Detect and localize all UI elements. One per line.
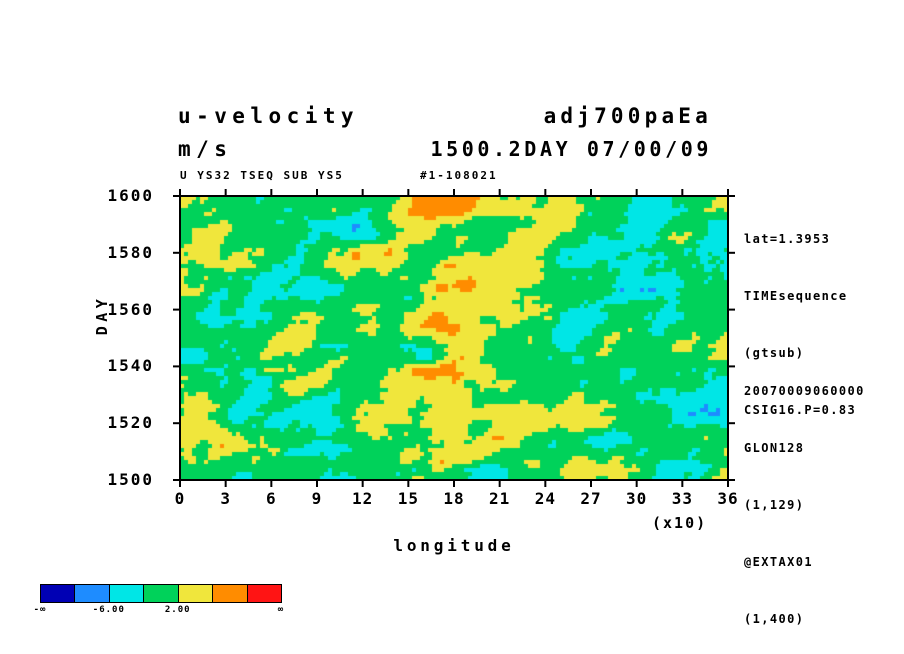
x-tick-label: 21: [489, 489, 511, 508]
y-tick-label: 1540: [107, 356, 154, 376]
meta-right-text: #1-108021: [420, 169, 498, 182]
colorbar-segment: [108, 585, 144, 602]
side-note-line: @EXTAX01: [744, 555, 813, 569]
y-tick-label: 1600: [107, 186, 154, 205]
side-notes-block-1: lat=1.3953 TIMEsequence (gtsub) CSIG16.P…: [744, 192, 856, 458]
x-tick-label: 0: [174, 489, 186, 508]
colorbar-segment: [212, 585, 247, 602]
side-notes-block-2: 20070009060000 GLON128 (1,129) @EXTAX01 …: [744, 344, 873, 654]
x-tick-label: 3: [220, 489, 231, 508]
x-scale-note: (x10): [652, 514, 708, 532]
x-tick-label: 18: [443, 489, 465, 508]
meta-left-text: U YS32 TSEQ SUB YS5: [180, 169, 344, 182]
side-note-line: TIMEsequence: [744, 289, 848, 303]
x-tick-label: 15: [397, 489, 419, 508]
x-tick-label: 33: [671, 489, 693, 508]
colorbar-segment: [246, 585, 281, 602]
colorbar-segment: [41, 585, 75, 602]
plot-units: m/s: [178, 137, 233, 161]
x-tick-label: 27: [580, 489, 602, 508]
colorbar-segment: [177, 585, 213, 602]
side-note-line: lat=1.3953: [744, 232, 831, 246]
colorbar-segment: [143, 585, 178, 602]
colorbar-labels: -∞ -6.00 2.00 ∞: [34, 605, 285, 619]
x-tick-label: 12: [352, 489, 374, 508]
side-note-line: CSIG16.P=0.83: [744, 403, 857, 417]
colorbar-label-left-end: -∞: [33, 605, 47, 615]
side-note-line: (1,400): [744, 612, 805, 626]
colorbar-label-mid: 2.00: [164, 605, 191, 615]
y-tick-label: 1520: [107, 413, 154, 433]
y-tick-label: 1560: [107, 299, 154, 319]
x-tick-label: 36: [717, 489, 739, 508]
side-note-line: GLON128: [744, 441, 805, 455]
colorbar-label-low: -6.00: [92, 605, 125, 615]
y-tick-labels: 1600 1580 1560 1540 1520 1500: [96, 186, 168, 490]
plot-title: u-velocity: [178, 104, 360, 128]
colorbar: [40, 584, 282, 603]
y-tick-label: 1500: [107, 470, 154, 489]
x-axis-label: longitude: [393, 536, 515, 555]
side-note-line: 20070009060000: [744, 384, 865, 398]
time-subtitle: 1500.2DAY 07/00/09: [430, 137, 712, 161]
x-tick-label: 24: [534, 489, 556, 508]
x-tick-label: 9: [311, 489, 323, 508]
side-note-line: (1,129): [744, 498, 805, 512]
colorbar-segment: [74, 585, 109, 602]
side-note-line: (gtsub): [744, 346, 805, 360]
x-tick-label: 30: [626, 489, 648, 508]
heatmap-canvas: [180, 196, 728, 480]
x-tick-labels: 0 3 6 9 12 15 18 21 24 27 30 33 36: [175, 489, 738, 509]
colorbar-label-right-end: ∞: [277, 605, 285, 615]
dataset-title: adj700paEa: [543, 104, 712, 128]
x-tick-label: 6: [266, 489, 277, 508]
y-tick-label: 1580: [107, 242, 154, 262]
